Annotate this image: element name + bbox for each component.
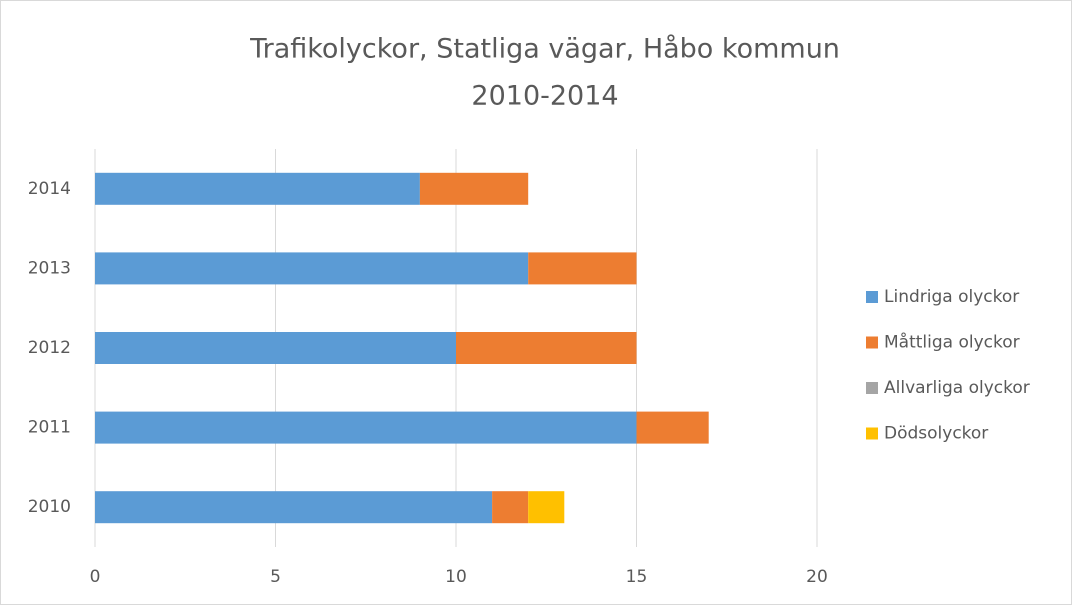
bar-segment bbox=[95, 491, 493, 524]
x-tick-label: 5 bbox=[270, 567, 281, 587]
legend-swatch bbox=[866, 382, 878, 394]
y-tick-label: 2012 bbox=[28, 338, 71, 358]
legend-swatch bbox=[866, 336, 878, 349]
legend-label: Dödsolyckor bbox=[884, 424, 988, 444]
legend-label: Lindriga olyckor bbox=[884, 287, 1019, 307]
bar-segment bbox=[95, 332, 456, 364]
legend-label: Måttliga olyckor bbox=[884, 332, 1020, 353]
bar-segment bbox=[492, 491, 529, 524]
bar-segment bbox=[456, 332, 637, 364]
legend-swatch bbox=[866, 291, 878, 303]
x-tick-label: 15 bbox=[626, 567, 648, 587]
bar-segment bbox=[95, 172, 420, 205]
bar-segment bbox=[636, 411, 709, 444]
legend-label: Allvarliga olyckor bbox=[884, 378, 1030, 398]
x-tick-label: 20 bbox=[806, 567, 828, 587]
bar-segment bbox=[95, 252, 529, 285]
bar-segment bbox=[419, 172, 529, 205]
bar-segment bbox=[528, 252, 637, 285]
chart-subtitle: 2010-2014 bbox=[471, 81, 618, 112]
y-tick-label: 2014 bbox=[28, 179, 71, 199]
x-tick-label: 0 bbox=[90, 567, 101, 587]
y-tick-label: 2013 bbox=[28, 258, 71, 278]
x-tick-label: 10 bbox=[445, 567, 467, 587]
legend-swatch bbox=[866, 427, 878, 440]
chart-title: Trafikolyckor, Statliga vägar, Håbo komm… bbox=[249, 34, 840, 65]
y-tick-label: 2011 bbox=[28, 418, 71, 438]
y-tick-label: 2010 bbox=[28, 497, 71, 517]
bar-segment bbox=[95, 411, 637, 444]
bar-segment bbox=[528, 491, 565, 524]
